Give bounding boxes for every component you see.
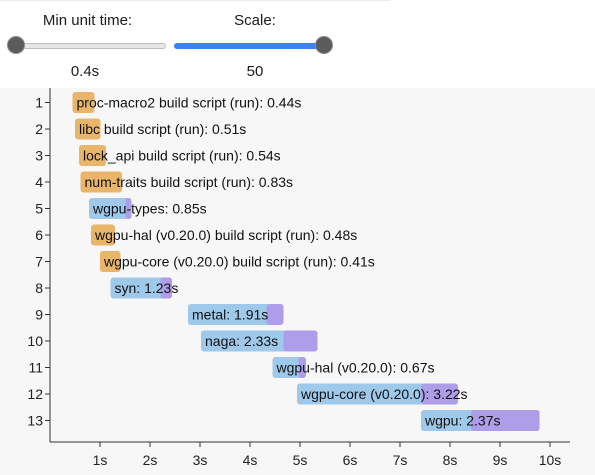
unit-label: wgpu: 2.37s bbox=[424, 413, 501, 429]
unit-bar-finish-segment bbox=[160, 277, 172, 299]
unit-label: wgpu-types: 0.85s bbox=[92, 201, 207, 217]
unit-label: metal: 1.91s bbox=[192, 307, 268, 323]
min-unit-time-label: Min unit time: bbox=[42, 12, 133, 29]
unit-bar[interactable] bbox=[75, 118, 101, 140]
x-tick-label: 1s bbox=[93, 452, 108, 468]
unit-bar-finish-segment bbox=[283, 330, 318, 352]
row-number: 10 bbox=[27, 333, 43, 349]
unit-bar-finish-segment bbox=[298, 357, 306, 378]
unit-label: wgpu-hal (v0.20.0) build script (run): 0… bbox=[94, 227, 357, 243]
unit-bar-finish-segment bbox=[125, 198, 132, 219]
unit-bar[interactable] bbox=[72, 92, 95, 113]
unit-label: naga: 2.33s bbox=[205, 333, 278, 349]
top-divider bbox=[0, 0, 390, 1]
unit-label: wgpu-hal (v0.20.0): 0.67s bbox=[276, 360, 435, 376]
x-tick-label: 10s bbox=[539, 452, 562, 468]
unit-bar[interactable] bbox=[272, 357, 307, 378]
unit-bar-finish-segment bbox=[471, 410, 540, 431]
row-number: 3 bbox=[35, 148, 43, 164]
scale-slider[interactable] bbox=[174, 31, 333, 61]
unit-label: proc-macro2 build script (run): 0.44s bbox=[77, 95, 302, 111]
x-tick-label: 5s bbox=[293, 452, 308, 468]
unit-bar[interactable] bbox=[80, 171, 123, 193]
unit-bar[interactable] bbox=[89, 198, 132, 219]
x-tick-label: 6s bbox=[343, 452, 358, 468]
row-number: 7 bbox=[35, 254, 43, 270]
scale-value: 50 bbox=[246, 63, 264, 80]
min-unit-time-value: 0.4s bbox=[70, 63, 100, 80]
unit-bar[interactable] bbox=[100, 251, 121, 272]
slider-thumb[interactable] bbox=[315, 36, 333, 54]
row-number: 8 bbox=[35, 280, 43, 296]
x-tick-label: 9s bbox=[493, 452, 508, 468]
unit-bar-finish-segment bbox=[266, 304, 284, 325]
row-number: 1 bbox=[35, 95, 43, 111]
unit-label: wgpu-core (v0.20.0): 3.22s bbox=[300, 386, 468, 402]
unit-bar[interactable] bbox=[79, 145, 106, 166]
min-unit-time-slider[interactable] bbox=[7, 31, 166, 61]
row-number: 13 bbox=[27, 413, 43, 429]
x-tick-label: 3s bbox=[193, 452, 208, 468]
unit-label: wgpu-core (v0.20.0) build script (run): … bbox=[103, 254, 375, 270]
row-number: 12 bbox=[27, 386, 43, 402]
unit-bar[interactable] bbox=[110, 277, 173, 299]
unit-label: num-traits build script (run): 0.83s bbox=[85, 174, 294, 190]
unit-label: lock_api build script (run): 0.54s bbox=[83, 148, 281, 164]
row-number: 2 bbox=[35, 121, 43, 137]
slider-thumb[interactable] bbox=[7, 36, 25, 54]
row-number: 11 bbox=[28, 360, 43, 376]
row-number: 9 bbox=[35, 307, 43, 323]
unit-bar[interactable] bbox=[188, 304, 284, 325]
unit-bar[interactable] bbox=[297, 383, 458, 405]
row-number: 6 bbox=[35, 227, 43, 243]
x-tick-label: 7s bbox=[393, 452, 408, 468]
scale-label: Scale: bbox=[234, 12, 276, 29]
row-number: 5 bbox=[35, 201, 43, 217]
unit-bar-finish-segment bbox=[421, 383, 458, 405]
slider-fill bbox=[174, 43, 328, 49]
row-number: 4 bbox=[35, 174, 43, 190]
x-tick-label: 8s bbox=[443, 452, 458, 468]
unit-bar[interactable] bbox=[91, 224, 115, 246]
x-tick-label: 2s bbox=[143, 452, 158, 468]
x-tick-label: 4s bbox=[243, 452, 258, 468]
unit-label: libc build script (run): 0.51s bbox=[79, 121, 246, 137]
unit-label: syn: 1.23s bbox=[115, 280, 179, 296]
